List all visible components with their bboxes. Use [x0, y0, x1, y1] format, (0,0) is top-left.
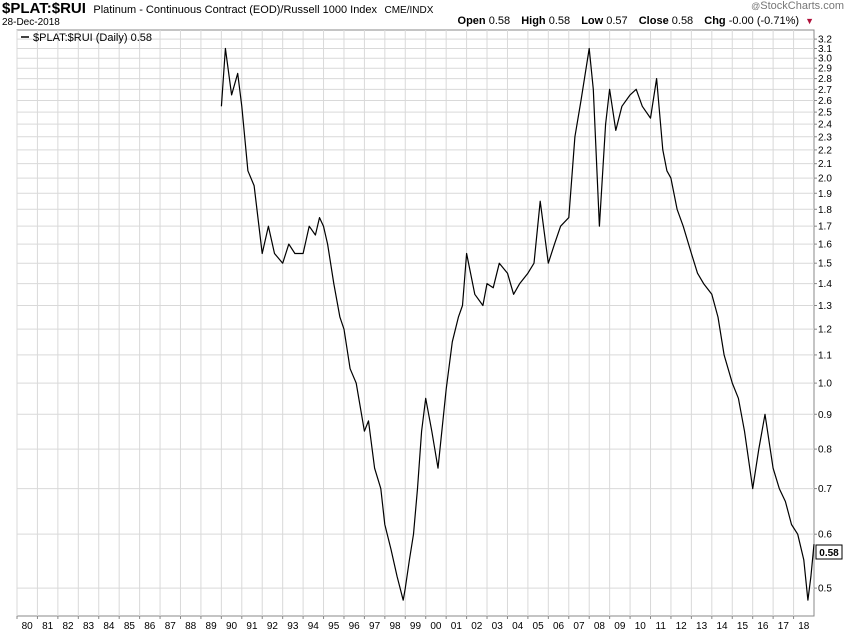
x-tick-label: 99 — [410, 621, 422, 632]
x-tick-label: 95 — [328, 621, 340, 632]
x-tick-label: 16 — [757, 621, 769, 632]
x-tick-label: 81 — [42, 621, 54, 632]
last-value-marker: 0.58 — [815, 544, 843, 560]
y-tick-label: 1.8 — [818, 205, 832, 216]
low-value: 0.57 — [606, 15, 628, 27]
x-tick-label: 00 — [430, 621, 442, 632]
y-tick-label: 2.5 — [818, 108, 832, 119]
y-tick-label: 1.2 — [818, 325, 832, 336]
close-label: Close — [638, 15, 669, 27]
y-tick-label: 1.3 — [818, 301, 832, 312]
high-value: 0.58 — [548, 15, 571, 27]
y-tick-label: 1.9 — [818, 189, 832, 200]
grid-lines — [16, 30, 814, 616]
x-tick-label: 90 — [226, 621, 238, 632]
y-tick-label: 2.4 — [818, 120, 832, 131]
y-tick-label: 0.5 — [818, 584, 832, 595]
x-tick-label: 91 — [246, 621, 258, 632]
exchange-label: CME/INDX — [384, 5, 434, 16]
x-tick-label: 03 — [492, 621, 504, 632]
y-tick-label: 2.8 — [818, 74, 832, 85]
ohlc-readout: Open 0.58 High 0.58 Low 0.57 Close 0.58 … — [450, 15, 814, 27]
y-axis-ticks: 0.5 0.6 0.7 0.8 0.9 1.0 1.1 1.2 1.3 1.4 1.5 1.6 1.7 1… — [814, 35, 832, 595]
x-tick-label: 14 — [716, 621, 728, 632]
y-tick-label: 2.1 — [818, 159, 832, 170]
low-label: Low — [581, 15, 604, 27]
x-tick-label: 10 — [635, 621, 647, 632]
y-tick-label: 1.1 — [818, 350, 832, 361]
x-tick-label: 15 — [737, 621, 749, 632]
y-tick-label: 2.7 — [818, 85, 832, 96]
y-tick-label: 2.6 — [818, 96, 832, 107]
y-tick-label: 1.6 — [818, 240, 832, 251]
y-tick-label: 1.7 — [818, 222, 832, 233]
y-tick-label: 2.2 — [818, 145, 832, 156]
legend: $PLAT:$RUI (Daily) 0.58 — [21, 32, 152, 44]
legend-label: $PLAT:$RUI (Daily) 0.58 — [33, 32, 152, 44]
plot-area — [16, 29, 815, 617]
x-tick-label: 07 — [573, 621, 585, 632]
x-tick-label: 80 — [22, 621, 34, 632]
x-tick-label: 94 — [308, 621, 320, 632]
x-tick-label: 97 — [369, 621, 381, 632]
y-tick-label: 3.0 — [818, 54, 832, 65]
y-tick-label: 2.9 — [818, 64, 832, 75]
y-tick-label: 1.0 — [818, 379, 832, 390]
x-tick-label: 12 — [676, 621, 688, 632]
x-tick-label: 84 — [103, 621, 115, 632]
y-tick-label: 0.8 — [818, 445, 832, 456]
x-tick-label: 01 — [451, 621, 463, 632]
x-tick-label: 89 — [206, 621, 218, 632]
chg-value: -0.00 (-0.71%) — [728, 15, 800, 27]
y-tick-label: 0.9 — [818, 410, 832, 421]
y-tick-label: 3.2 — [818, 35, 832, 46]
close-value: 0.58 — [671, 15, 694, 27]
x-tick-label: 04 — [512, 621, 524, 632]
x-tick-label: 82 — [63, 621, 75, 632]
x-tick-label: 06 — [553, 621, 565, 632]
x-tick-label: 88 — [185, 621, 197, 632]
x-tick-label: 98 — [389, 621, 401, 632]
x-tick-label: 86 — [144, 621, 156, 632]
y-tick-label: 1.4 — [818, 279, 832, 290]
x-tick-label: 08 — [594, 621, 606, 632]
x-tick-label: 17 — [778, 621, 790, 632]
chart-title: $PLAT:$RUI Platinum - Continuous Contrac… — [2, 0, 433, 18]
y-tick-label: 2.0 — [818, 174, 832, 185]
open-label: Open — [457, 15, 486, 27]
x-tick-label: 13 — [696, 621, 708, 632]
brand-watermark: @StockCharts.com — [751, 0, 844, 12]
x-tick-label: 92 — [267, 621, 279, 632]
x-tick-label: 05 — [533, 621, 545, 632]
x-tick-label: 93 — [287, 621, 299, 632]
ticker-symbol: $PLAT:$RUI — [2, 0, 86, 17]
x-tick-label: 02 — [471, 621, 483, 632]
chart-date: 28-Dec-2018 — [2, 17, 60, 28]
y-tick-label: 3.1 — [818, 44, 832, 55]
y-tick-label: 1.5 — [818, 259, 832, 270]
last-value-box — [815, 544, 843, 560]
y-tick-label: 2.3 — [818, 132, 832, 143]
open-value: 0.58 — [488, 15, 511, 27]
high-label: High — [521, 15, 546, 27]
x-tick-label: 85 — [124, 621, 136, 632]
ticker-description: Platinum - Continuous Contract (EOD)/Rus… — [93, 4, 378, 16]
y-tick-label: 0.7 — [818, 484, 832, 495]
chg-label: Chg — [704, 15, 726, 27]
x-tick-label: 11 — [656, 621, 667, 632]
last-value-text: 0.58 — [819, 548, 839, 559]
x-tick-label: 87 — [165, 621, 177, 632]
x-tick-label: 18 — [798, 621, 810, 632]
x-axis-ticks: 80 81 82 83 84 85 86 87 88 89 90 91 92 93 94 95 96 97 98 99… — [16, 616, 810, 632]
price-series-line — [220, 47, 815, 601]
y-tick-label: 0.6 — [818, 530, 832, 541]
x-tick-label: 96 — [349, 621, 361, 632]
x-tick-label: 09 — [614, 621, 626, 632]
chg-down-icon: ▼ — [805, 16, 814, 26]
x-tick-label: 83 — [83, 621, 95, 632]
